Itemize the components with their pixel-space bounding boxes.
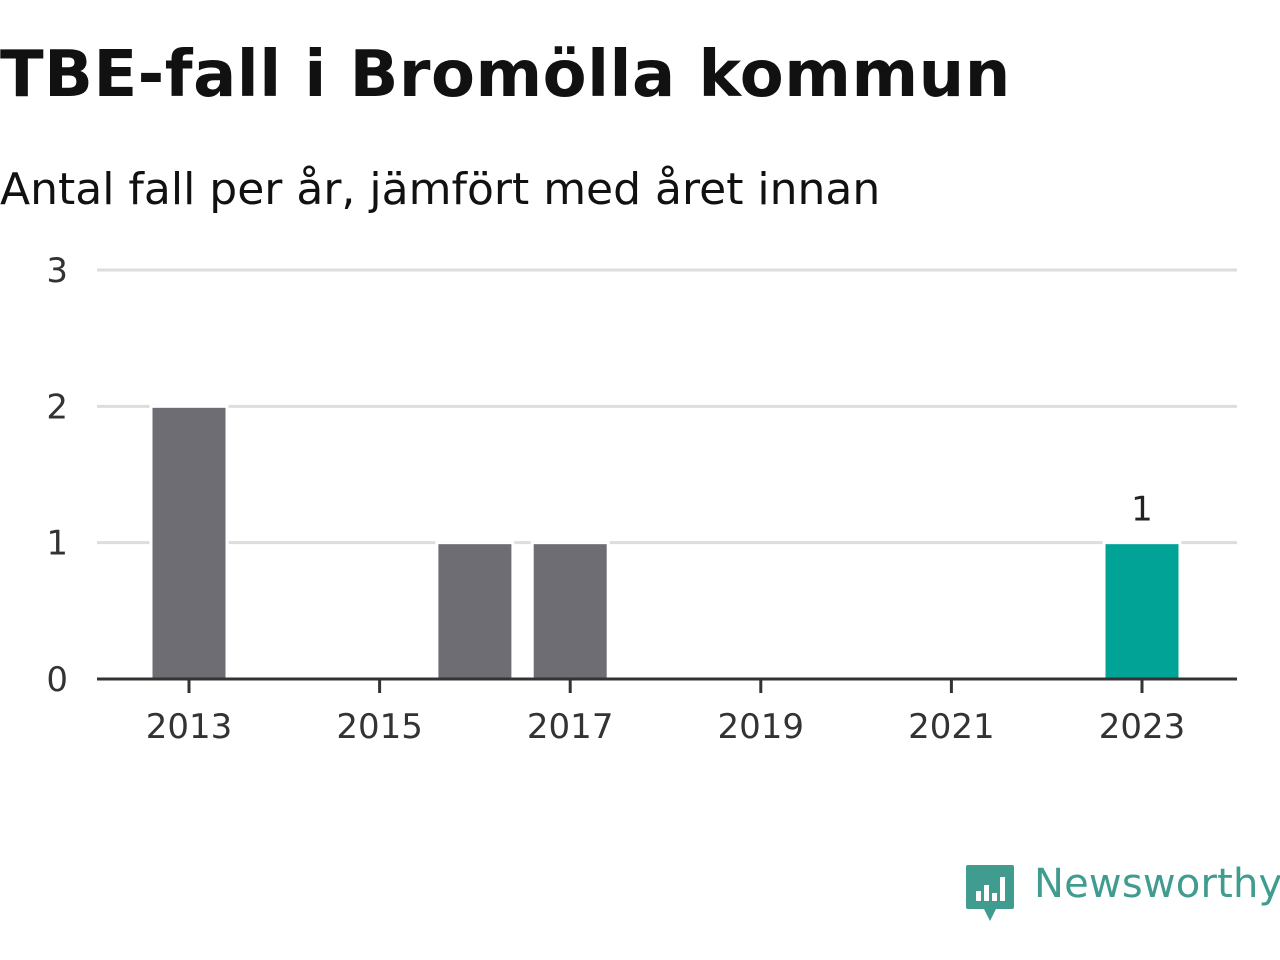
bar-2017 (530, 541, 610, 681)
bar-2023 (1102, 541, 1182, 681)
bar-2016 (435, 541, 515, 681)
bar-chart: 0 1 2 3 2013 2015 2017 2019 2021 2023 1 (46, 251, 1237, 747)
x-tick-label: 2023 (1099, 707, 1186, 747)
y-tick-label: 3 (46, 251, 68, 291)
brand-name: Newsworthy (1034, 861, 1280, 907)
y-tick-label: 1 (46, 524, 68, 564)
x-tick-label: 2017 (527, 707, 614, 747)
x-tick-label: 2019 (718, 707, 805, 747)
x-tick-label: 2015 (336, 707, 423, 747)
y-tick-label: 2 (46, 387, 68, 427)
x-tick-label: 2013 (146, 707, 233, 747)
newsworthy-logo-icon (966, 865, 1014, 921)
x-tick-label: 2021 (908, 707, 995, 747)
chart-subtitle: Antal fall per år, jämfört med året inna… (0, 164, 881, 215)
data-label: 1 (1131, 490, 1153, 530)
y-tick-label: 0 (46, 660, 68, 700)
brand-logo: Newsworthy (964, 861, 1280, 926)
bar-2013 (149, 404, 229, 681)
chart-title: TBE-fall i Bromölla kommun (0, 38, 1011, 112)
